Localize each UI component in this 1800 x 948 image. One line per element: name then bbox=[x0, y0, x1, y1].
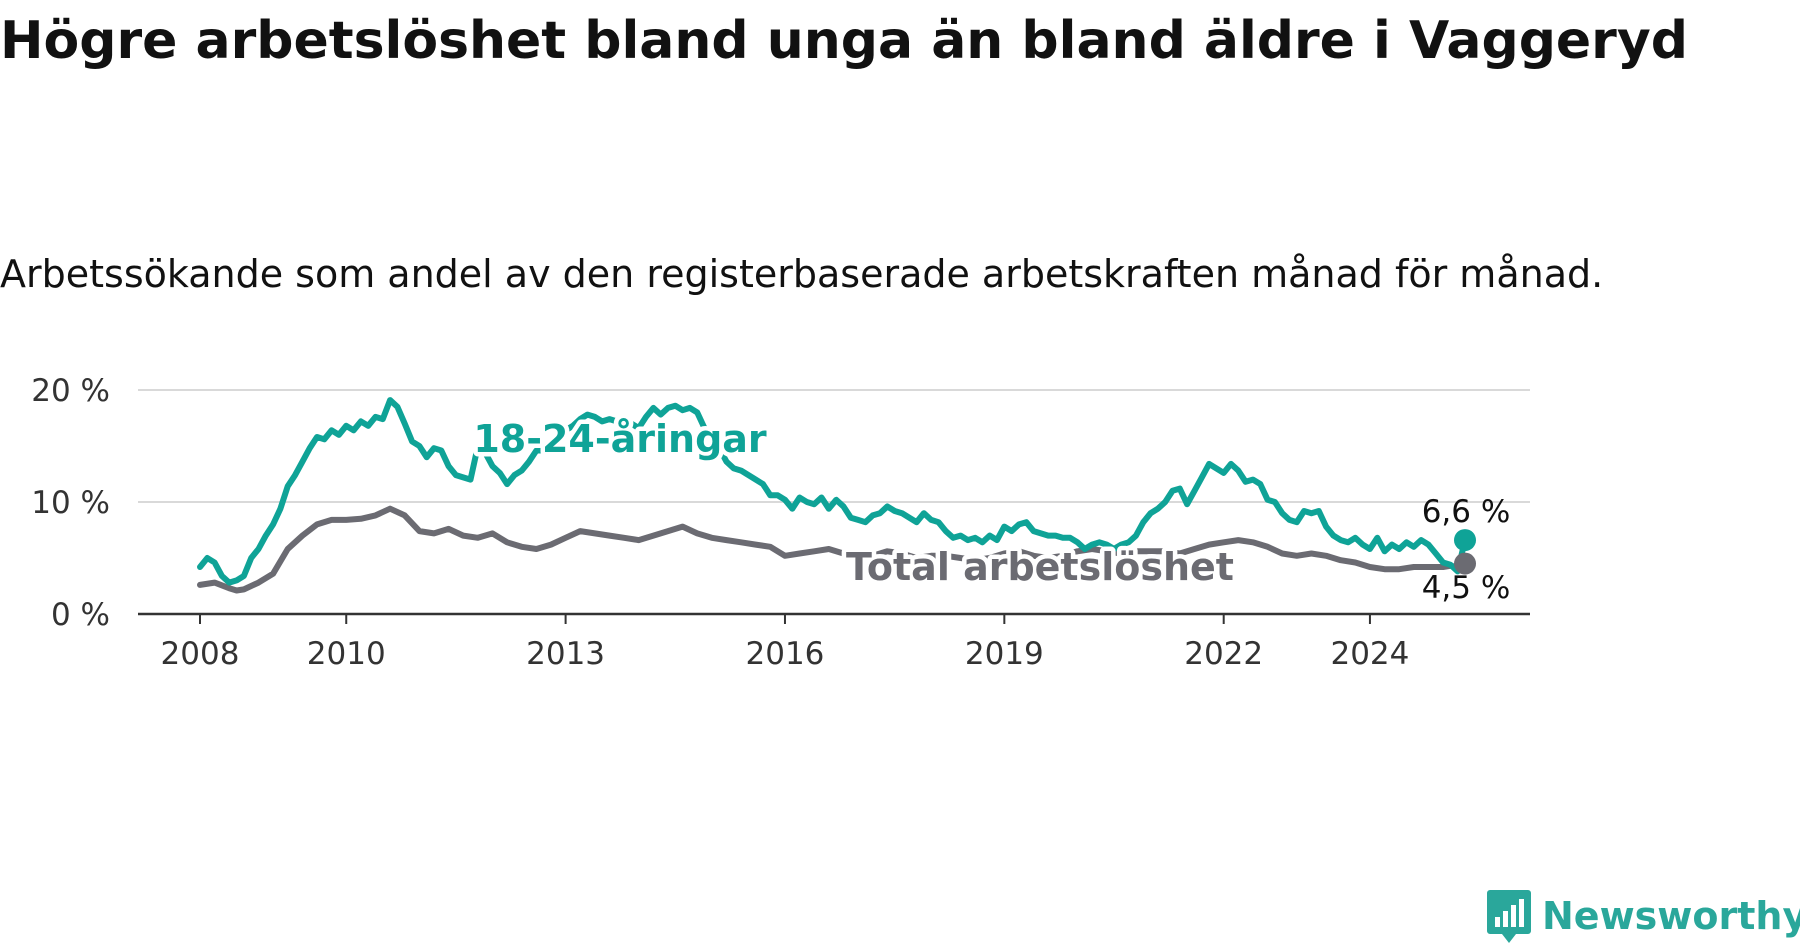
total-end-value: 4,5 % bbox=[1422, 570, 1511, 606]
x-tick-label: 2019 bbox=[965, 636, 1044, 672]
total-series-line bbox=[197, 505, 1468, 594]
x-tick-label: 2016 bbox=[746, 636, 825, 672]
chart-title: Högre arbetslöshet bland unga än bland ä… bbox=[0, 11, 1688, 71]
x-tick-label: 2008 bbox=[161, 636, 240, 672]
youth-end-marker bbox=[1454, 529, 1476, 552]
line-chart: 0 % 10 % 20 % 2008 2010 2013 2016 2019 2022 2024 1… bbox=[31, 373, 1530, 672]
chart-subtitle: Arbetssökande som andel av den registerb… bbox=[0, 252, 1604, 296]
y-tick-label: 0 % bbox=[51, 597, 110, 633]
x-tick-label: 2010 bbox=[307, 636, 386, 672]
total-end-marker bbox=[1454, 552, 1476, 575]
youth-series-line bbox=[197, 397, 1468, 586]
x-tick-label: 2024 bbox=[1330, 636, 1409, 672]
youth-end-value: 6,6 % bbox=[1422, 494, 1511, 530]
total-series-label: Total arbetslöshet bbox=[846, 545, 1234, 589]
x-tick-label: 2013 bbox=[526, 636, 605, 672]
youth-series-label: 18-24-åringar bbox=[473, 417, 767, 461]
x-tick-label: 2022 bbox=[1184, 636, 1263, 672]
newsworthy-brand: Newsworthy bbox=[1486, 884, 1800, 948]
y-tick-label: 20 % bbox=[31, 373, 110, 409]
y-tick-label: 10 % bbox=[31, 485, 110, 521]
newsworthy-logo-icon bbox=[1487, 890, 1531, 943]
brand-name: Newsworthy bbox=[1542, 894, 1800, 938]
